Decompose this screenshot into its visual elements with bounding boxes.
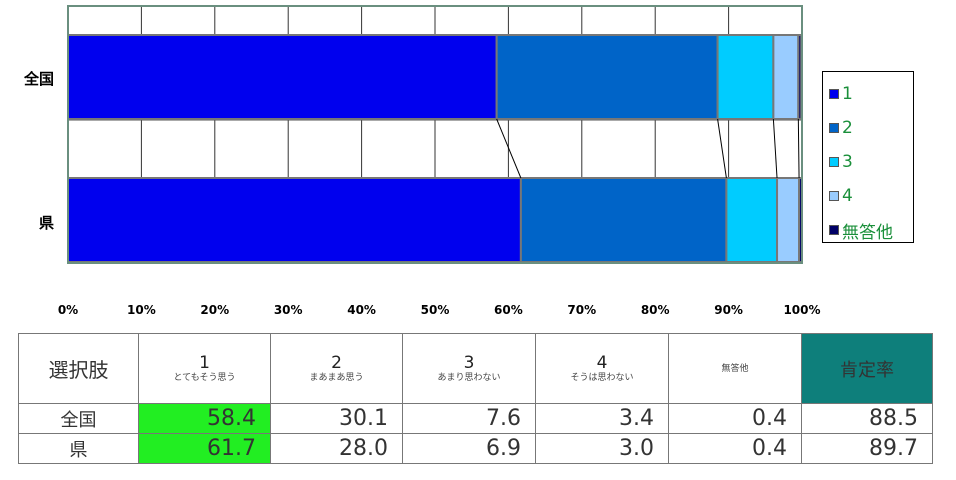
column-header: 3 あまり思わない [402, 333, 536, 404]
corner-label: 選択肢 [18, 333, 139, 404]
legend-item: 4 [829, 179, 913, 213]
table-header-row: 選択肢 1 とてもそう思う 2 まあまあ思う 3 あまり思わない 4 そうは思わ… [18, 333, 933, 404]
x-tick-label: 30% [274, 303, 303, 317]
row-label: 県 [18, 433, 139, 464]
x-tick-label: 80% [641, 303, 670, 317]
bar-segment [772, 34, 800, 120]
bar-segment [716, 34, 775, 120]
rate-cell: 89.7 [801, 433, 933, 464]
value-cell: 0.4 [668, 433, 802, 464]
x-tick-label: 10% [127, 303, 156, 317]
value-cell: 6.9 [402, 433, 536, 464]
column-desc: 無答他 [721, 363, 749, 374]
stacked-bar-chart: 全国県 0% 10% 20% 30% 40% 50% 60% 70% 80% 90% 100% 1 2 3… [23, 5, 914, 317]
legend-label: 4 [842, 186, 853, 206]
bar-segment [725, 177, 779, 263]
value-cell: 0.4 [668, 403, 802, 434]
legend-item: 1 [829, 77, 913, 111]
column-header: 4 そうは思わない [535, 333, 669, 404]
x-tick-label: 100% [783, 303, 820, 317]
legend-label: 無答他 [842, 222, 893, 243]
series-line [797, 118, 800, 179]
category-label: 全国 [23, 70, 54, 88]
column-header: 1 とてもそう思う [138, 333, 271, 404]
bar-segment [67, 34, 498, 120]
chart-plot: 全国県 0% 10% 20% 30% 40% 50% 60% 70% 80% 90% 100% [23, 5, 821, 317]
legend-swatch [829, 123, 839, 133]
series-line [496, 118, 522, 179]
legend-swatch [829, 89, 839, 99]
bar-segment [67, 177, 522, 263]
legend: 1 2 3 4 無答他 [822, 71, 914, 243]
x-tick-label: 20% [200, 303, 229, 317]
row-label: 全国 [18, 403, 139, 434]
x-tick-label: 0% [58, 303, 78, 317]
column-desc: あまり思わない [437, 372, 501, 383]
plot-border [67, 5, 803, 264]
value-cell: 61.7 [138, 433, 271, 464]
x-tick-label: 60% [494, 303, 523, 317]
column-desc: まあまあ思う [309, 372, 364, 383]
legend-item: 2 [829, 111, 913, 145]
category-label: 県 [39, 214, 54, 232]
legend-swatch [829, 225, 839, 235]
value-cell: 28.0 [270, 433, 403, 464]
legend-label: 3 [842, 152, 853, 172]
value-cell: 7.6 [402, 403, 536, 434]
x-tick-label: 70% [567, 303, 596, 317]
table-row: 全国 58.4 30.1 7.6 3.4 0.4 88.5 [18, 403, 933, 434]
column-number: 1 [199, 352, 210, 373]
legend-label: 2 [842, 118, 853, 138]
x-tick-label: 50% [421, 303, 450, 317]
series-line [717, 118, 727, 179]
value-cell: 3.4 [535, 403, 669, 434]
x-tick-label: 40% [347, 303, 376, 317]
series-line [772, 118, 778, 179]
legend-label: 1 [842, 84, 853, 104]
value-cell: 58.4 [138, 403, 271, 434]
column-number: 2 [331, 352, 342, 373]
data-table: 選択肢 1 とてもそう思う 2 まあまあ思う 3 あまり思わない 4 そうは思わ… [18, 333, 933, 464]
x-tick-label: 90% [714, 303, 743, 317]
legend-item: 無答他 [829, 213, 913, 247]
bar-segment [519, 177, 728, 263]
column-header: 無答他 [668, 333, 802, 404]
column-number: 3 [463, 352, 475, 373]
column-number: 4 [596, 352, 608, 373]
value-cell: 3.0 [535, 433, 669, 464]
table-row: 県 61.7 28.0 6.9 3.0 0.4 89.7 [18, 433, 933, 464]
column-desc: そうは思わない [570, 372, 634, 383]
legend-swatch [829, 191, 839, 201]
bar-segment [495, 34, 719, 120]
bar-segment [797, 34, 803, 120]
rate-header: 肯定率 [801, 333, 933, 404]
column-desc: とてもそう思う [173, 372, 236, 383]
bar-segment [776, 177, 801, 263]
legend-item: 3 [829, 145, 913, 179]
value-cell: 30.1 [270, 403, 403, 434]
column-header: 2 まあまあ思う [270, 333, 403, 404]
rate-cell: 88.5 [801, 403, 933, 434]
legend-swatch [829, 157, 839, 167]
